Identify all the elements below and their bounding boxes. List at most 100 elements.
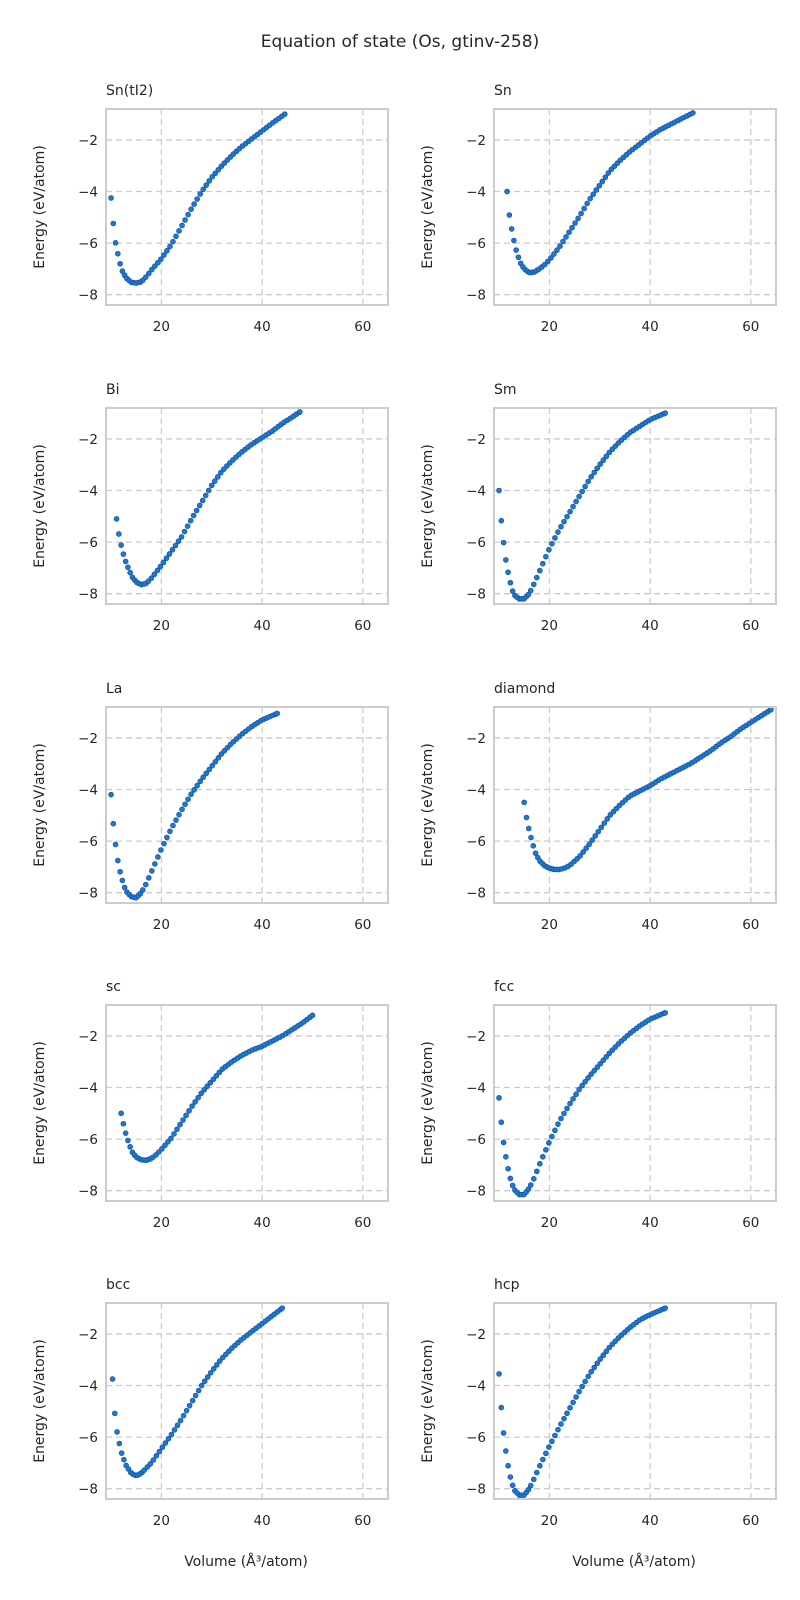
data-point: [567, 508, 573, 515]
data-point: [564, 1410, 570, 1417]
data-point: [201, 1378, 208, 1385]
data-point: [108, 195, 114, 201]
data-point: [564, 1105, 570, 1112]
data-point: [205, 487, 212, 494]
y-tick-label: −4: [78, 185, 98, 201]
x-tick-label: 60: [354, 1215, 371, 1231]
data-point: [564, 513, 570, 520]
plot-frame: [105, 1302, 389, 1500]
data-point: [569, 224, 575, 231]
data-point: [187, 517, 194, 524]
data-point: [527, 587, 534, 594]
data-point: [164, 834, 170, 841]
data-point: [527, 1482, 534, 1489]
data-point: [504, 188, 510, 195]
data-point: [176, 228, 182, 234]
data-point: [189, 1397, 196, 1404]
y-tick-label: −6: [466, 834, 486, 850]
data-point: [605, 170, 612, 176]
data-point: [567, 1405, 573, 1411]
data-point: [595, 828, 602, 835]
data-point: [167, 828, 173, 835]
y-tick-label: −6: [466, 236, 486, 252]
data-point: [554, 247, 560, 253]
data-point: [142, 881, 149, 888]
y-tick-label: −4: [466, 185, 486, 201]
data-point: [177, 1417, 184, 1424]
data-point: [211, 478, 218, 484]
data-point: [279, 1305, 286, 1311]
data-point: [540, 1153, 546, 1160]
data-point: [118, 1450, 125, 1456]
data-point: [153, 1453, 160, 1459]
data-point: [194, 196, 200, 202]
data-point: [166, 551, 173, 557]
data-point: [561, 518, 567, 525]
plot-frame: [105, 407, 389, 605]
x-axis-label-right: Volume (Å³/atom): [572, 1553, 696, 1570]
data-point: [165, 1435, 172, 1442]
data-point: [152, 263, 158, 269]
data-point: [566, 229, 572, 236]
y-tick-label: −8: [466, 1482, 486, 1498]
data-point: [204, 1083, 211, 1090]
data-point: [158, 256, 164, 262]
y-tick-label: −6: [466, 1132, 486, 1148]
data-point: [195, 1387, 202, 1394]
y-tick-label: −6: [78, 535, 98, 551]
data-point: [209, 173, 216, 180]
x-tick-label: 20: [153, 618, 170, 634]
data-point: [112, 841, 119, 848]
data-point: [200, 774, 206, 781]
data-point: [155, 259, 161, 266]
data-point: [168, 1135, 174, 1142]
x-tick-label: 20: [153, 319, 170, 335]
data-point: [582, 1078, 588, 1085]
data-point: [179, 806, 185, 813]
x-tick-label: 20: [153, 917, 170, 933]
data-point: [212, 170, 219, 177]
data-point: [533, 1469, 540, 1476]
data-point: [183, 1407, 190, 1414]
data-point: [196, 502, 203, 509]
y-tick-label: −4: [466, 1081, 486, 1097]
y-axis-label: Energy (eV/atom): [420, 1339, 436, 1463]
data-point: [161, 252, 167, 258]
data-point: [496, 1095, 502, 1101]
data-point: [185, 796, 191, 803]
data-point: [573, 1394, 579, 1400]
data-point: [599, 178, 606, 185]
data-point: [585, 1373, 591, 1380]
x-tick-label: 60: [354, 1513, 371, 1529]
y-tick-label: −8: [466, 288, 486, 304]
data-point: [197, 778, 203, 785]
y-tick-label: −6: [78, 1430, 98, 1446]
data-point: [118, 1110, 124, 1117]
data-point: [171, 1427, 178, 1433]
data-point: [537, 1462, 543, 1469]
data-point: [508, 226, 515, 232]
y-axis-label: Energy (eV/atom): [420, 743, 436, 867]
data-point: [507, 1175, 514, 1182]
data-point: [511, 237, 517, 244]
plot-frame: [105, 108, 389, 306]
data-point: [148, 575, 155, 582]
data-point: [146, 875, 152, 881]
data-point: [579, 1082, 585, 1089]
data-point: [213, 1362, 220, 1368]
data-point: [297, 409, 303, 415]
data-point: [158, 847, 164, 853]
y-tick-label: −6: [78, 1132, 98, 1148]
data-point: [600, 1057, 607, 1064]
data-point: [155, 854, 161, 860]
data-point: [515, 254, 522, 261]
y-tick-label: −4: [466, 1379, 486, 1395]
data-point: [161, 840, 167, 847]
data-point: [582, 483, 588, 490]
data-point: [521, 799, 528, 806]
data-point: [207, 1080, 214, 1086]
data-point: [189, 1103, 195, 1109]
data-point: [162, 1440, 169, 1446]
x-tick-label: 40: [254, 618, 271, 634]
x-tick-label: 60: [354, 618, 371, 634]
